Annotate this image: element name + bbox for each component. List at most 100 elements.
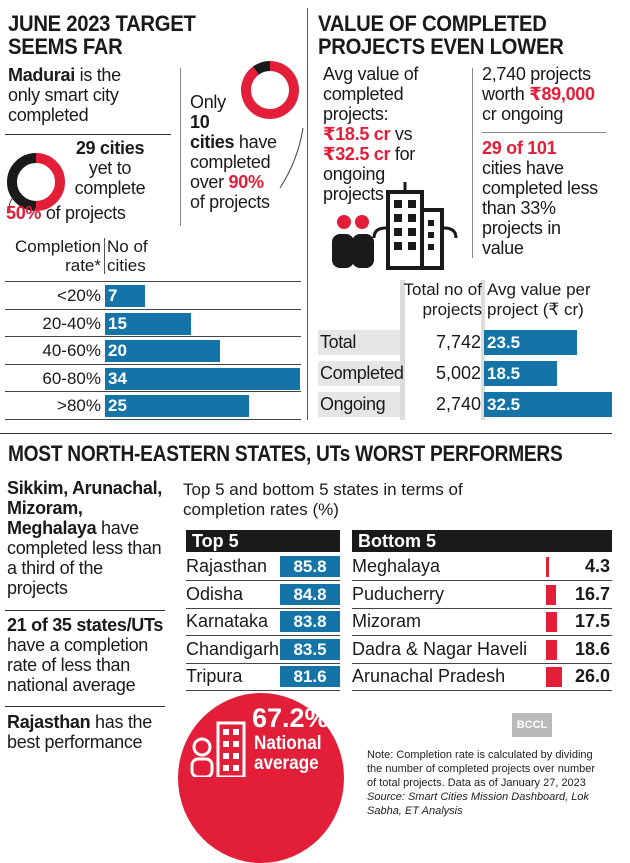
top5-header: Top 5 [186, 530, 340, 552]
divider [472, 68, 473, 258]
building-workers-icon [332, 182, 458, 270]
project-count: 5,002 [435, 363, 481, 383]
arrow-icon [279, 127, 304, 189]
source: Source: Smart Cities Mission Dashboard, … [367, 791, 589, 817]
row-label: Total [320, 332, 357, 352]
state-name: Tripura [186, 666, 243, 686]
row-divider [5, 363, 301, 365]
col-avg-value: Avg value per project (₹ cr) [487, 280, 591, 319]
state-bar [546, 557, 549, 577]
rajasthan-best-text: Rajasthan has the best performance [7, 712, 152, 752]
row-divider [186, 635, 340, 636]
state-bar [546, 584, 557, 605]
row-divider [5, 419, 301, 420]
section3-title: MOST NORTH-EASTERN STATES, UTs WORST PER… [8, 441, 563, 466]
states-below-avg-text: 21 of 35 states/UTs have a completion rat… [7, 615, 164, 695]
state-bar: 83.5 [280, 638, 340, 660]
table-band [400, 280, 405, 420]
divider [180, 68, 181, 226]
state-name: Rajasthan [186, 556, 268, 576]
state-value: 26.0 [574, 666, 610, 686]
row-divider [5, 308, 301, 310]
col-total-projects: Total no of projects [403, 280, 482, 319]
state-name: Odisha [186, 583, 244, 604]
cities-29-of-101-text: 29 of 101 cities have completed less than … [482, 138, 598, 258]
avg-value-bar: 23.5 [484, 330, 577, 355]
x-axis-label: Completion rate* [15, 237, 101, 275]
state-name: Mizoram [352, 611, 422, 631]
table-band [481, 280, 485, 420]
divider [104, 238, 105, 274]
state-bar: 85.8 [280, 556, 340, 577]
state-name: Puducherry [352, 583, 445, 604]
category-label: <20% [57, 286, 101, 305]
row-divider [352, 635, 612, 636]
state-name: Chandigarh [186, 638, 280, 659]
avg-value-bar: 32.5 [484, 392, 613, 417]
chart-subtitle: Top 5 and bottom 5 states in terms of co… [183, 480, 463, 519]
category-label: 60-80% [42, 368, 101, 388]
donut-slice [35, 153, 65, 211]
avg-value-text: Avg value of completed projects: ₹18.5 cr … [323, 64, 419, 204]
row-divider [186, 690, 340, 691]
project-count: 7,742 [435, 332, 481, 352]
section1-title: JUNE 2023 TARGET SEEMS FAR [8, 11, 196, 59]
row-divider [352, 580, 612, 581]
state-name: Karnataka [186, 611, 269, 631]
divider [5, 134, 171, 135]
row-bg [318, 392, 400, 417]
y-axis-label: No of cities [107, 237, 148, 275]
category-label: >80% [57, 396, 101, 415]
row-divider [5, 336, 301, 337]
row-label: Ongoing [320, 394, 386, 414]
national-average-label: National average [254, 733, 322, 774]
only10-text: Only 10 cities have completed over 90% o… [190, 92, 277, 212]
row-divider [186, 662, 340, 664]
state-value: 16.7 [574, 583, 610, 604]
state-bar [546, 639, 558, 660]
donut-90-chart [241, 61, 304, 189]
category-label: 20-40% [42, 313, 101, 333]
donut-slice [7, 153, 37, 211]
state-value: 18.6 [574, 638, 610, 659]
ongoing-text: 2,740 projects worth ₹89,000 cr ongoing [482, 64, 595, 124]
divider [5, 706, 165, 707]
divider [0, 433, 612, 434]
arrow-icon [8, 197, 14, 213]
project-count: 2,740 [435, 394, 481, 414]
category-label: 40-60% [42, 341, 101, 360]
row-divider [5, 391, 301, 392]
bar: 34 [105, 367, 301, 390]
row-divider [352, 690, 612, 691]
donut-slice [252, 61, 271, 75]
note: Note: Completion rate is calculated by d… [367, 749, 596, 789]
donut-50-chart [7, 153, 65, 213]
section2-title: VALUE OF COMPLETED PROJECTS EVEN LOWER [318, 11, 564, 59]
row-divider [352, 607, 612, 609]
state-bar [546, 667, 562, 687]
row-bg [318, 330, 400, 355]
divider [5, 610, 165, 611]
cities29-pct: 50% of projects [6, 203, 126, 223]
bar: 15 [105, 312, 192, 335]
bottom5-header: Bottom 5 [352, 530, 612, 552]
bar: 20 [105, 340, 220, 362]
national-average-value: 67.2% [252, 703, 329, 733]
row-bg [318, 361, 400, 386]
state-value: 4.3 [584, 556, 610, 576]
state-name: Dadra & Nagar Haveli [352, 638, 528, 659]
row-divider [186, 580, 340, 581]
madurai-text: Madurai is the only smart city completed [8, 65, 121, 125]
cities29-text: 29 cities yet to complete [74, 138, 146, 198]
bar: 25 [105, 395, 249, 417]
row-divider [352, 662, 612, 664]
row-label: Completed [320, 363, 404, 383]
state-bar: 81.6 [280, 666, 340, 687]
state-bar [546, 612, 557, 632]
watermark: BCCL [512, 713, 552, 737]
state-bar: 84.8 [280, 583, 340, 605]
state-name: Meghalaya [352, 556, 441, 576]
state-value: 17.5 [574, 611, 610, 631]
state-bar: 83.8 [280, 611, 340, 632]
divider [307, 8, 308, 420]
